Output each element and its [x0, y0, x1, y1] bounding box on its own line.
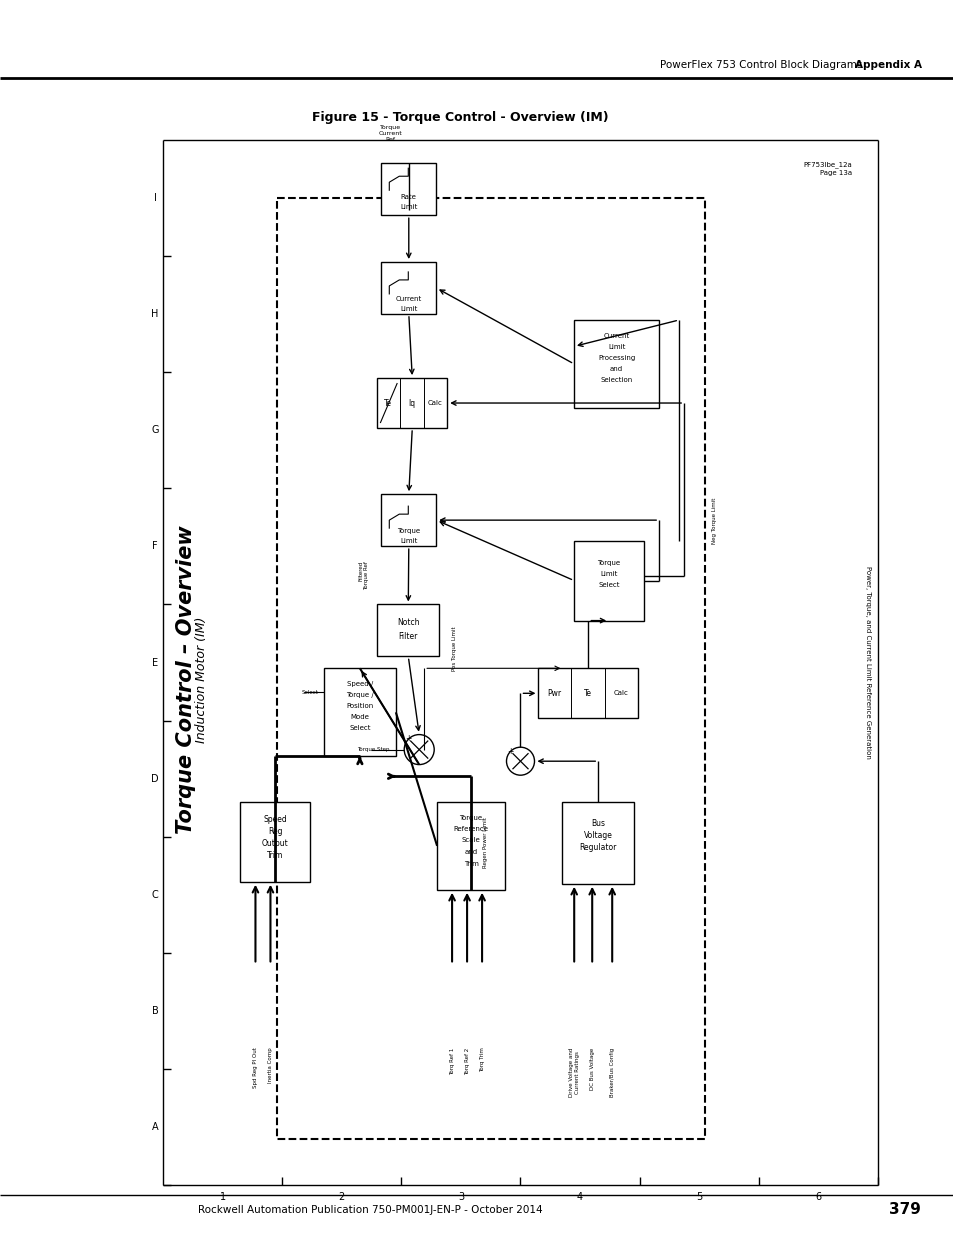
Bar — [381, 494, 436, 546]
Text: Limit: Limit — [607, 345, 624, 350]
Text: Regen Power Limit: Regen Power Limit — [482, 818, 488, 868]
Bar — [574, 320, 659, 408]
Text: Torque Control – Overview: Torque Control – Overview — [175, 526, 195, 835]
Text: 1: 1 — [219, 1192, 226, 1202]
Bar — [381, 163, 436, 215]
Text: Page 13a: Page 13a — [819, 170, 851, 177]
Text: Limit: Limit — [399, 538, 417, 545]
Text: Voltage: Voltage — [583, 831, 612, 840]
Text: I: I — [153, 193, 156, 203]
Text: Scale: Scale — [461, 837, 480, 842]
Text: Drive Voltage and
Current Ratings: Drive Voltage and Current Ratings — [568, 1047, 579, 1097]
Text: Current: Current — [395, 296, 421, 301]
Text: Torque /: Torque / — [346, 693, 374, 698]
Text: Trim: Trim — [267, 851, 283, 861]
Text: Limit: Limit — [399, 204, 417, 210]
Text: Filtered
Torque Ref: Filtered Torque Ref — [358, 561, 369, 590]
Text: Select: Select — [302, 690, 318, 695]
Text: Torque: Torque — [459, 815, 482, 821]
Text: A: A — [152, 1121, 158, 1132]
Bar — [537, 668, 638, 719]
Text: 6: 6 — [815, 1192, 821, 1202]
Text: Te: Te — [384, 399, 392, 408]
Text: Reference: Reference — [453, 826, 488, 832]
Text: Trim: Trim — [463, 861, 478, 867]
Text: Limit: Limit — [399, 306, 417, 312]
Text: Torq Ref 2: Torq Ref 2 — [464, 1047, 469, 1074]
Text: Rate: Rate — [400, 194, 416, 200]
Bar — [381, 262, 436, 314]
Text: Selection: Selection — [599, 377, 632, 383]
Text: and: and — [464, 848, 477, 855]
Text: Position: Position — [346, 703, 374, 709]
Text: Te: Te — [584, 689, 592, 698]
Text: F: F — [152, 541, 157, 551]
Text: Reg: Reg — [268, 827, 282, 836]
Text: Notch: Notch — [396, 618, 419, 627]
Text: Power, Torque, and Current Limit Reference Generation: Power, Torque, and Current Limit Referen… — [864, 566, 870, 760]
Text: PF753lbe_12a: PF753lbe_12a — [802, 162, 851, 168]
Bar — [376, 604, 438, 657]
Text: Figure 15 - Torque Control - Overview (IM): Figure 15 - Torque Control - Overview (I… — [312, 111, 608, 125]
Text: Pwr: Pwr — [547, 689, 561, 698]
Bar — [574, 541, 643, 620]
Text: H: H — [152, 309, 158, 319]
Text: DC Bus Voltage: DC Bus Voltage — [589, 1047, 594, 1089]
Text: Output: Output — [262, 840, 289, 848]
Text: Torq Ref 1: Torq Ref 1 — [449, 1047, 455, 1074]
Text: Torque: Torque — [396, 529, 420, 535]
Text: Braker/Bus Config: Braker/Bus Config — [609, 1047, 614, 1097]
Text: Torq Trim: Torq Trim — [479, 1047, 484, 1072]
Text: Appendix A: Appendix A — [854, 61, 921, 70]
Text: D: D — [151, 773, 158, 784]
Text: Select: Select — [349, 725, 370, 731]
Text: 5: 5 — [696, 1192, 701, 1202]
Text: Regulator: Regulator — [578, 844, 617, 852]
Text: Select: Select — [598, 582, 619, 588]
Bar — [323, 668, 395, 756]
Bar — [277, 198, 704, 1139]
Text: +: + — [405, 734, 411, 743]
Text: Inertia Comp: Inertia Comp — [268, 1047, 273, 1083]
Text: 379: 379 — [888, 1203, 920, 1218]
Text: G: G — [152, 425, 158, 435]
Text: Limit: Limit — [599, 571, 618, 577]
Text: Induction Motor (IM): Induction Motor (IM) — [195, 616, 209, 743]
Bar — [561, 802, 634, 884]
Text: Bus: Bus — [591, 819, 604, 829]
Text: Calc: Calc — [427, 400, 442, 406]
Text: Speed /: Speed / — [346, 682, 373, 688]
Text: Mode: Mode — [350, 714, 369, 720]
Text: B: B — [152, 1005, 158, 1016]
Text: Spd Reg PI Out: Spd Reg PI Out — [253, 1047, 257, 1088]
Text: Torque
Current
Ref: Torque Current Ref — [378, 125, 402, 142]
Bar — [436, 802, 504, 890]
Bar — [240, 802, 310, 882]
Text: Torque Step: Torque Step — [356, 747, 389, 752]
Text: 4: 4 — [577, 1192, 582, 1202]
Text: Pos Torque Limit: Pos Torque Limit — [451, 626, 456, 671]
Text: and: and — [609, 366, 622, 372]
Text: Speed: Speed — [263, 815, 287, 824]
Text: 3: 3 — [457, 1192, 463, 1202]
Text: Current: Current — [603, 333, 629, 338]
Text: Rockwell Automation Publication 750-PM001J-EN-P - October 2014: Rockwell Automation Publication 750-PM00… — [197, 1205, 541, 1215]
Text: E: E — [152, 657, 158, 667]
Text: PowerFlex 753 Control Block Diagrams: PowerFlex 753 Control Block Diagrams — [659, 61, 862, 70]
Text: Filter: Filter — [398, 632, 417, 641]
Text: +: + — [507, 747, 513, 756]
Bar — [376, 378, 447, 429]
Text: 2: 2 — [338, 1192, 345, 1202]
Text: Processing: Processing — [598, 354, 635, 361]
Text: Iq: Iq — [408, 399, 416, 408]
Text: Neg Torque Limit: Neg Torque Limit — [711, 498, 716, 543]
Text: Torque: Torque — [597, 559, 620, 566]
Text: C: C — [152, 889, 158, 900]
Text: Calc: Calc — [614, 690, 628, 697]
